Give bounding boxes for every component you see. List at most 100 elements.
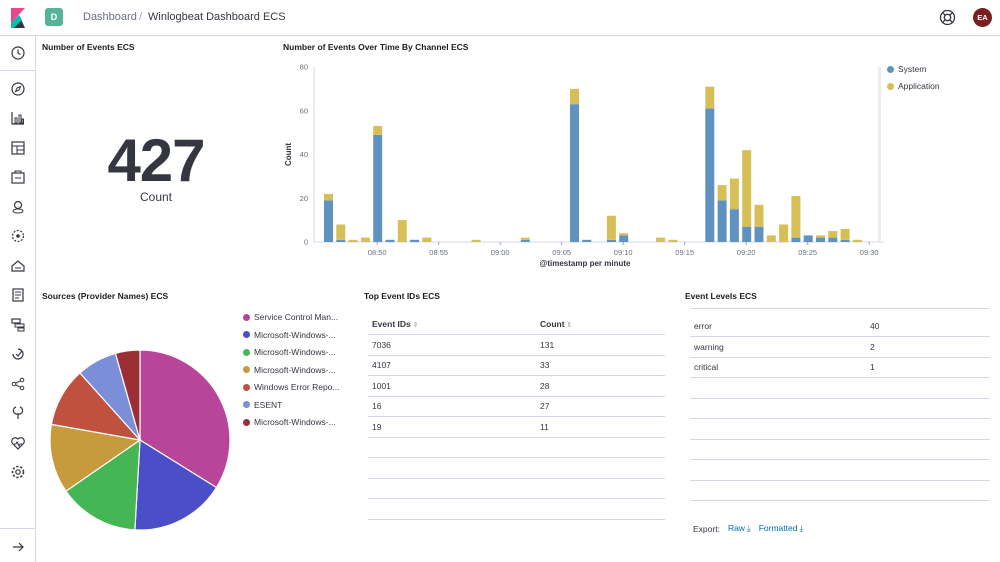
pie-slice[interactable]: [49, 423, 142, 493]
bar-system[interactable]: [705, 108, 715, 242]
bar-application[interactable]: [754, 204, 764, 227]
bar-application[interactable]: [619, 233, 629, 236]
bar-system[interactable]: [791, 237, 801, 242]
pie-slice[interactable]: [139, 349, 231, 489]
bar-application[interactable]: [471, 239, 481, 242]
bar-system[interactable]: [324, 200, 333, 242]
bar-system[interactable]: [742, 226, 752, 242]
bar-system[interactable]: [373, 134, 383, 242]
pie-legend-item[interactable]: Service Control Man...: [243, 312, 338, 322]
bar-application[interactable]: [373, 126, 383, 135]
bar-application[interactable]: [397, 220, 407, 242]
count-cell: [866, 480, 990, 501]
count-column-header[interactable]: Count ⇕: [536, 314, 665, 335]
pie-legend-item[interactable]: Microsoft-Windows-...: [243, 417, 336, 427]
user-avatar[interactable]: EA: [973, 8, 992, 27]
bar-application[interactable]: [828, 231, 838, 238]
bar-system[interactable]: [336, 239, 346, 242]
count-cell: [536, 478, 665, 499]
bar-system[interactable]: [803, 235, 813, 242]
bar-application[interactable]: [779, 224, 789, 243]
canvas-icon[interactable]: [10, 169, 26, 185]
collapse-arrow-right-icon[interactable]: [10, 539, 26, 555]
y-tick-label: 60: [300, 106, 308, 115]
bar-system[interactable]: [754, 226, 764, 242]
bar-system[interactable]: [582, 239, 592, 242]
metric-value: 427: [107, 127, 205, 194]
bar-application[interactable]: [717, 185, 727, 201]
bar-system[interactable]: [520, 239, 530, 242]
apm-icon[interactable]: [10, 317, 26, 333]
bar-system[interactable]: [619, 235, 629, 242]
pie-legend-label: ESENT: [254, 399, 283, 410]
breadcrumb-dashboard[interactable]: Dashboard: [83, 11, 137, 23]
help-lifebuoy-icon[interactable]: [939, 9, 956, 26]
discover-compass-icon[interactable]: [10, 81, 26, 97]
bar-application[interactable]: [422, 237, 432, 242]
pie-slice[interactable]: [114, 349, 141, 441]
visualize-chart-icon[interactable]: [10, 110, 26, 126]
bar-system[interactable]: [606, 239, 616, 242]
bar-application[interactable]: [840, 228, 850, 240]
bar-application[interactable]: [705, 86, 715, 109]
bar-system[interactable]: [410, 239, 420, 242]
bar-application[interactable]: [656, 237, 666, 242]
bar-application[interactable]: [668, 239, 678, 242]
export-formatted-link[interactable]: Formatted ⤓: [759, 523, 804, 534]
bar-application[interactable]: [360, 237, 370, 242]
bar-application[interactable]: [336, 224, 346, 240]
bar-system[interactable]: [729, 209, 739, 242]
pie-legend-swatch: [243, 366, 250, 373]
event-ids-column-header[interactable]: Event IDs ⇕: [368, 314, 536, 335]
bar-application[interactable]: [791, 196, 801, 238]
uptime-icon[interactable]: [10, 346, 26, 362]
machine-learning-icon[interactable]: [10, 228, 26, 244]
bar-system[interactable]: [828, 237, 838, 242]
sources-pie-chart[interactable]: [40, 340, 240, 540]
maps-icon[interactable]: [10, 199, 26, 215]
export-raw-link[interactable]: Raw ⤓: [728, 523, 751, 534]
monitoring-heartbeat-icon[interactable]: [10, 435, 26, 451]
sort-icon: ⇕: [566, 322, 573, 329]
bar-application[interactable]: [766, 235, 776, 242]
management-gear-icon[interactable]: [10, 464, 26, 480]
bar-system[interactable]: [717, 200, 727, 242]
events-over-time-chart[interactable]: 0 20 40 60 80 08:50 08:55 09:00 09:05 09:10 09:15 0…: [280, 55, 885, 275]
breadcrumb-separator: /: [139, 11, 143, 23]
space-avatar[interactable]: D: [45, 8, 63, 26]
bar-application[interactable]: [606, 215, 616, 240]
infrastructure-icon[interactable]: [10, 258, 26, 274]
bar-system[interactable]: [840, 239, 850, 242]
bar-application[interactable]: [729, 178, 739, 210]
pie-legend-item[interactable]: Microsoft-Windows-...: [243, 330, 336, 340]
bar-system[interactable]: [816, 237, 825, 242]
kibana-logo-icon[interactable]: [8, 8, 28, 28]
bar-system[interactable]: [570, 104, 579, 242]
bar-application[interactable]: [570, 88, 579, 105]
pie-legend-swatch: [243, 331, 250, 338]
count-cell: [866, 398, 990, 419]
export-raw-label: Raw: [727, 523, 745, 533]
bar-application[interactable]: [520, 237, 530, 240]
legend-system[interactable]: System: [887, 64, 926, 74]
bar-application[interactable]: [324, 193, 333, 201]
pie-legend-item[interactable]: Microsoft-Windows-...: [243, 365, 336, 375]
event-id-cell: [368, 457, 536, 479]
recently-viewed-clock-icon[interactable]: [10, 45, 26, 61]
bar-system[interactable]: [385, 239, 395, 242]
dashboard-icon[interactable]: [10, 140, 26, 156]
bar-application[interactable]: [852, 239, 862, 242]
pie-legend-item[interactable]: ESENT: [243, 400, 282, 410]
bar-application[interactable]: [348, 239, 358, 242]
pie-slice[interactable]: [134, 438, 218, 531]
graph-icon[interactable]: [10, 376, 26, 392]
dev-tools-icon[interactable]: [10, 405, 26, 421]
legend-application[interactable]: Application: [887, 81, 940, 91]
pie-legend-item[interactable]: Windows Error Repo...: [243, 382, 340, 392]
logs-icon[interactable]: [10, 287, 26, 303]
bar-application[interactable]: [742, 150, 752, 227]
pie-slice[interactable]: [65, 438, 141, 531]
level-cell: [690, 439, 866, 460]
pie-legend-item[interactable]: Microsoft-Windows-...: [243, 347, 336, 357]
bar-application[interactable]: [816, 235, 825, 238]
